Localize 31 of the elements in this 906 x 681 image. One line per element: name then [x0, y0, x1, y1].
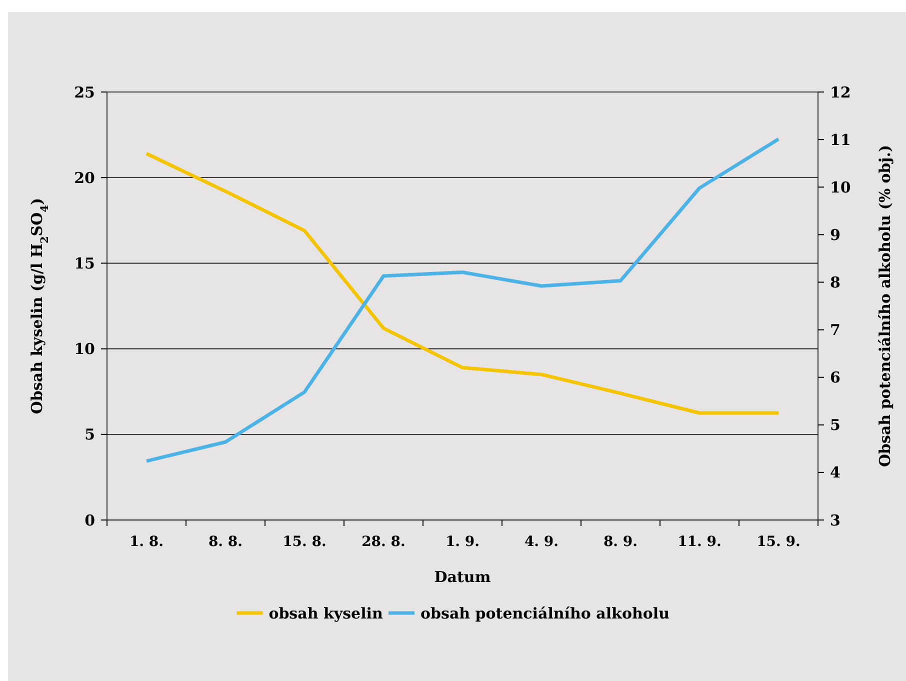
x-tick-label: 28. 8. [362, 534, 406, 550]
y-tick-label: 20 [74, 168, 95, 187]
line-series [144, 152, 780, 415]
line-series [144, 137, 780, 463]
x-tick-label: 1. 9. [445, 534, 480, 550]
y-tick-label: 10 [74, 340, 95, 358]
y2-axis-title: Obsah potenciálního alkoholu (% obj.) [876, 144, 894, 468]
x-tick-label: 15. 8. [282, 534, 326, 550]
x-tick-label: 8. 9. [603, 534, 638, 550]
y-tick-label: 5 [84, 426, 95, 444]
legend-label: obsah potenciálního alkoholu [420, 604, 670, 622]
y-tick-label: 15 [74, 254, 95, 272]
y2-tick-label: 3 [830, 511, 840, 530]
x-tick-label: 15. 9. [756, 534, 800, 550]
y2-tick-label: 8 [830, 273, 840, 292]
y-tick-label: 0 [84, 511, 95, 530]
y2-tick-label: 6 [830, 368, 840, 387]
y2-tick-label: 5 [830, 416, 840, 434]
y2-tick-label: 11 [830, 130, 851, 149]
x-tick-label: 8. 8. [208, 534, 243, 550]
y2-tick-label: 7 [830, 321, 840, 340]
y-tick-label: 25 [74, 83, 95, 102]
y2-tick-label: 10 [830, 178, 851, 196]
legend-label: obsah kyselin [268, 604, 383, 622]
x-axis-title: Datum [434, 568, 491, 586]
y2-tick-label: 9 [830, 226, 840, 244]
y2-tick-label: 12 [830, 83, 851, 102]
y2-tick-label: 4 [830, 464, 840, 482]
x-tick-label: 1. 8. [129, 534, 164, 550]
x-tick-label: 11. 9. [678, 534, 722, 550]
x-tick-label: 4. 9. [524, 534, 559, 550]
